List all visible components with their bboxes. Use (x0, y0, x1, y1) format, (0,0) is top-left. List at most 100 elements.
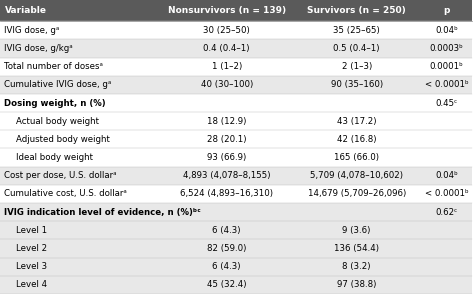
Bar (0, 94, 161, 112)
Bar (0, 130, 161, 148)
Bar (0, 167, 161, 185)
Bar (0, 258, 161, 276)
Bar (161, 185, 293, 203)
Text: IVIG dose, gᵃ: IVIG dose, gᵃ (4, 26, 59, 35)
Bar (0, 221, 161, 239)
Text: 0.04ᵇ: 0.04ᵇ (435, 171, 458, 180)
Bar (293, 0, 420, 21)
Bar (293, 167, 420, 185)
Text: Adjusted body weight: Adjusted body weight (16, 135, 109, 144)
Text: 0.5 (0.4–1): 0.5 (0.4–1) (333, 44, 380, 53)
Text: Level 1: Level 1 (16, 226, 47, 235)
Text: 45 (32.4): 45 (32.4) (207, 280, 246, 289)
Text: < 0.0001ᵇ: < 0.0001ᵇ (425, 189, 468, 198)
Bar (0, 148, 161, 167)
Bar (161, 221, 293, 239)
Bar (161, 276, 293, 294)
Text: 43 (17.2): 43 (17.2) (337, 117, 376, 126)
Text: 30 (25–50): 30 (25–50) (203, 26, 250, 35)
Bar (420, 148, 473, 167)
Bar (0, 39, 161, 58)
Text: 2 (1–3): 2 (1–3) (342, 62, 372, 71)
Text: 28 (20.1): 28 (20.1) (207, 135, 246, 144)
Bar (161, 130, 293, 148)
Bar (0, 58, 161, 76)
Bar (0, 112, 161, 130)
Text: 0.62ᶜ: 0.62ᶜ (435, 208, 457, 217)
Text: 93 (66.9): 93 (66.9) (207, 153, 246, 162)
Text: < 0.0001ᵇ: < 0.0001ᵇ (425, 80, 468, 89)
Text: Actual body weight: Actual body weight (16, 117, 99, 126)
Bar (0, 21, 161, 39)
Text: 0.4 (0.4–1): 0.4 (0.4–1) (203, 44, 250, 53)
Text: Cumulative IVIG dose, gᵃ: Cumulative IVIG dose, gᵃ (4, 80, 111, 89)
Bar (161, 76, 293, 94)
Text: 8 (3.2): 8 (3.2) (342, 262, 371, 271)
Text: Ideal body weight: Ideal body weight (16, 153, 92, 162)
Bar (420, 0, 473, 21)
Text: 90 (35–160): 90 (35–160) (330, 80, 383, 89)
Text: 6 (4.3): 6 (4.3) (212, 226, 241, 235)
Bar (293, 112, 420, 130)
Text: Total number of dosesᵃ: Total number of dosesᵃ (4, 62, 103, 71)
Bar (420, 185, 473, 203)
Text: IVIG indication level of evidence, n (%)ᵇᶜ: IVIG indication level of evidence, n (%)… (4, 208, 201, 217)
Text: Variable: Variable (5, 6, 47, 15)
Bar (420, 112, 473, 130)
Bar (293, 239, 420, 258)
Bar (420, 94, 473, 112)
Text: 82 (59.0): 82 (59.0) (207, 244, 246, 253)
Bar (161, 203, 293, 221)
Text: 0.04ᵇ: 0.04ᵇ (435, 26, 458, 35)
Text: Nonsurvivors (n = 139): Nonsurvivors (n = 139) (168, 6, 286, 15)
Text: 165 (66.0): 165 (66.0) (334, 153, 379, 162)
Bar (0, 185, 161, 203)
Text: p: p (443, 6, 450, 15)
Bar (161, 239, 293, 258)
Text: 42 (16.8): 42 (16.8) (337, 135, 376, 144)
Bar (161, 167, 293, 185)
Bar (293, 221, 420, 239)
Bar (161, 39, 293, 58)
Bar (0, 203, 161, 221)
Bar (420, 167, 473, 185)
Bar (161, 58, 293, 76)
Bar (420, 58, 473, 76)
Text: 136 (54.4): 136 (54.4) (334, 244, 379, 253)
Bar (420, 21, 473, 39)
Bar (161, 0, 293, 21)
Bar (420, 76, 473, 94)
Bar (420, 276, 473, 294)
Text: 6,524 (4,893–16,310): 6,524 (4,893–16,310) (180, 189, 273, 198)
Bar (161, 21, 293, 39)
Text: 35 (25–65): 35 (25–65) (333, 26, 380, 35)
Text: Survivors (n = 250): Survivors (n = 250) (307, 6, 406, 15)
Bar (293, 148, 420, 167)
Text: Cumulative cost, U.S. dollarᵃ: Cumulative cost, U.S. dollarᵃ (4, 189, 127, 198)
Text: 14,679 (5,709–26,096): 14,679 (5,709–26,096) (308, 189, 406, 198)
Text: 0.0001ᵇ: 0.0001ᵇ (429, 62, 463, 71)
Bar (293, 276, 420, 294)
Bar (0, 276, 161, 294)
Bar (0, 76, 161, 94)
Bar (420, 258, 473, 276)
Text: Dosing weight, n (%): Dosing weight, n (%) (4, 98, 105, 108)
Bar (420, 221, 473, 239)
Text: 18 (12.9): 18 (12.9) (207, 117, 246, 126)
Bar (161, 112, 293, 130)
Text: 5,709 (4,078–10,602): 5,709 (4,078–10,602) (310, 171, 403, 180)
Bar (420, 130, 473, 148)
Bar (293, 21, 420, 39)
Text: Level 4: Level 4 (16, 280, 47, 289)
Bar (0, 0, 161, 21)
Text: Level 2: Level 2 (16, 244, 47, 253)
Text: 0.45ᶜ: 0.45ᶜ (435, 98, 457, 108)
Text: 6 (4.3): 6 (4.3) (212, 262, 241, 271)
Text: 0.0003ᵇ: 0.0003ᵇ (429, 44, 463, 53)
Bar (161, 258, 293, 276)
Bar (293, 39, 420, 58)
Bar (293, 94, 420, 112)
Bar (293, 203, 420, 221)
Bar (420, 239, 473, 258)
Bar (0, 239, 161, 258)
